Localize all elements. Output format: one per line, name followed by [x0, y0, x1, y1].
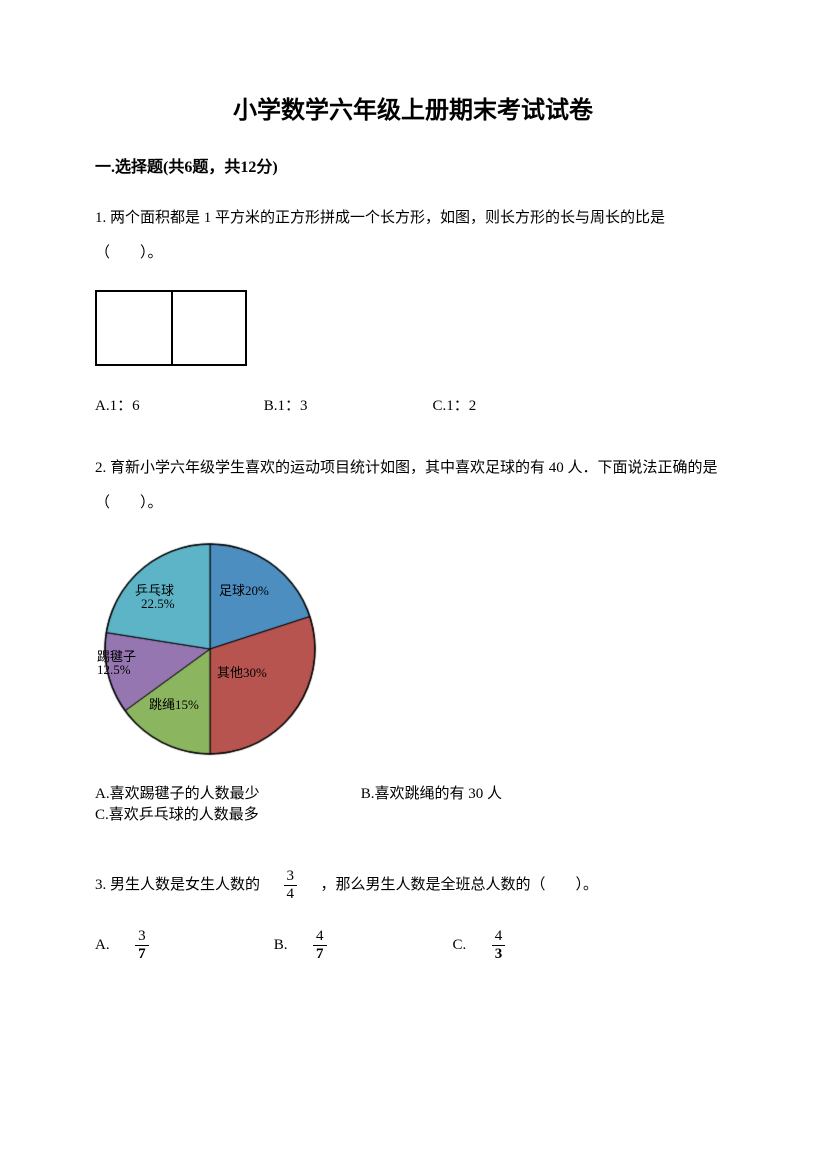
q2-text: 2. 育新小学六年级学生喜欢的运动项目统计如图，其中喜欢足球的有 40 人．下面…: [95, 451, 731, 520]
pie-slice-label: 22.5%: [141, 596, 175, 612]
q3-optC: C. 4 3: [453, 929, 510, 962]
frac-den: 7: [135, 946, 149, 962]
frac-num: 3: [135, 929, 149, 946]
q1-text: 1. 两个面积都是 1 平方米的正方形拼成一个长方形，如图，则长方形的长与周长的…: [95, 201, 731, 270]
q2-optC: C.喜欢乒乓球的人数最多: [95, 803, 259, 824]
frac-den: 4: [284, 886, 298, 902]
q3-optB-label: B.: [274, 936, 288, 952]
q3-optA-label: A.: [95, 936, 110, 952]
q1-optB: B.1：3: [264, 394, 429, 415]
q3-fracC: 4 3: [492, 929, 506, 962]
page-title: 小学数学六年级上册期末考试试卷: [95, 90, 731, 125]
q3-optA: A. 3 7: [95, 929, 270, 962]
q3-text-a: 3. 男生人数是女生人数的: [95, 877, 260, 893]
pie-slice-label: 12.5%: [97, 662, 131, 678]
q2-pie-chart: 足球20%其他30%跳绳15%踢毽子12.5%乒乓球22.5%: [95, 534, 325, 764]
pie-slice-label: 跳绳15%: [149, 694, 199, 713]
frac-num: 4: [313, 929, 327, 946]
q3-fracA: 3 7: [135, 929, 149, 962]
q3-options: A. 3 7 B. 4 7 C. 4 3: [95, 929, 731, 962]
q2-optB: B.喜欢跳绳的有 30 人: [361, 782, 606, 803]
q3-optB: B. 4 7: [274, 929, 449, 962]
frac-num: 4: [492, 929, 506, 946]
two-square-icon: [95, 290, 247, 366]
section-1-header: 一.选择题(共6题，共12分): [95, 153, 731, 177]
q1-optC: C.1：2: [433, 394, 477, 415]
frac-den: 7: [313, 946, 327, 962]
q3-text-b: ，那么男生人数是全班总人数的（ ）。: [321, 877, 599, 893]
q1-figure: [95, 290, 731, 366]
pie-slice-label: 其他30%: [217, 662, 267, 681]
frac-num: 3: [284, 869, 298, 886]
q1-options: A.1：6 B.1：3 C.1：2: [95, 394, 731, 415]
q3-fracB: 4 7: [313, 929, 327, 962]
q3-frac: 3 4: [284, 869, 298, 902]
pie-slice-label: 足球20%: [219, 580, 269, 599]
q3-optC-label: C.: [453, 936, 467, 952]
q2-optA: A.喜欢踢毽子的人数最少: [95, 782, 357, 803]
frac-den: 3: [492, 946, 506, 962]
q2-options-line1: A.喜欢踢毽子的人数最少 B.喜欢跳绳的有 30 人 C.喜欢乒乓球的人数最多: [95, 782, 731, 824]
q3-text: 3. 男生人数是女生人数的 3 4 ，那么男生人数是全班总人数的（ ）。: [95, 868, 731, 903]
q1-optA: A.1：6: [95, 394, 260, 415]
